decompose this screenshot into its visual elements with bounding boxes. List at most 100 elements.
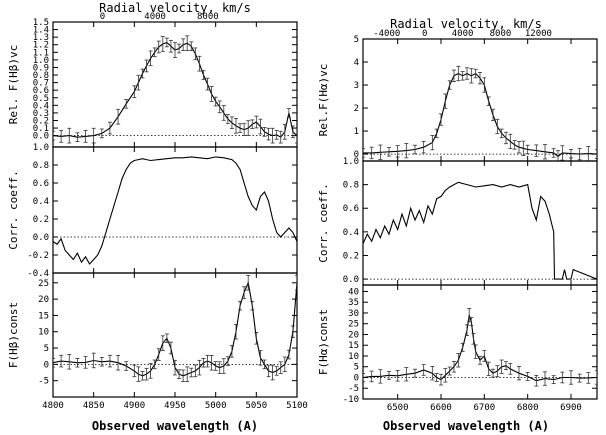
y-tick-label: 0.8 — [33, 161, 49, 171]
y-axis-label: Corr. coeff. — [7, 170, 20, 249]
top-tick-label: 8000 — [197, 12, 219, 22]
panel-ha-corr: 0.0 0.2 0.4 0.6 0.8 1.0 Corr. coeff. — [317, 157, 598, 286]
panel-frame — [362, 284, 598, 400]
right-top-axis-label: Radial velocity, km/s — [390, 17, 542, 31]
x-tick-label: 5000 — [205, 401, 227, 411]
y-axis-label: F(Hβ)const — [7, 302, 20, 368]
panel-frame — [362, 160, 598, 286]
left-top-axis-label: Radial velocity, km/s — [99, 1, 251, 15]
y-tick-label: 0 — [354, 150, 359, 160]
y-tick-label: 1.4 — [33, 26, 49, 36]
x-tick-label: 4800 — [42, 401, 64, 411]
y-axis-label: Corr. coeff. — [317, 183, 330, 262]
y-tick-label: 15 — [348, 341, 359, 351]
y-tick-label: 0.2 — [33, 116, 49, 126]
top-tick-label: 4000 — [144, 12, 166, 22]
panel-frame — [362, 38, 598, 162]
y-tick-label: -5 — [38, 377, 49, 387]
series-line — [363, 181, 597, 280]
y-tick-label: 0.3 — [33, 109, 49, 119]
y-tick-label: 3 — [354, 81, 359, 91]
y-tick-label: 0.8 — [343, 181, 359, 191]
y-tick-label: 0.6 — [33, 86, 49, 96]
y-tick-label: 0 — [44, 360, 49, 370]
y-tick-label: 5 — [44, 344, 49, 354]
x-tick-label: 5050 — [245, 401, 267, 411]
top-tick-label: 0 — [100, 12, 105, 22]
y-tick-label: 0.0 — [33, 233, 49, 243]
x-tick-label: 4950 — [164, 401, 186, 411]
y-tick-label: 0.0 — [343, 275, 359, 285]
panel-hb-corr: -0.4 -0.2 0.0 0.2 0.4 0.6 0.8 1.0 Corr. coeff. — [7, 143, 298, 279]
y-tick-label: 20 — [38, 295, 49, 305]
y-tick-label: 1.1 — [33, 48, 49, 58]
panel-frame — [52, 272, 298, 398]
series-line — [53, 156, 297, 265]
y-tick-label: 0.2 — [343, 251, 359, 261]
x-tick-label: 6900 — [560, 403, 582, 413]
y-tick-label: 5 — [354, 35, 359, 45]
top-tick-label: -4000 — [373, 29, 400, 39]
y-tick-label: 25 — [38, 279, 49, 289]
y-tick-label: -5 — [348, 384, 359, 394]
y-tick-label: 0.1 — [33, 124, 49, 134]
x-tick-label: 4850 — [83, 401, 105, 411]
x-tick-label: 4900 — [123, 401, 145, 411]
y-tick-label: 0.5 — [33, 94, 49, 104]
y-tick-label: 1.0 — [343, 157, 359, 167]
y-tick-label: 0.4 — [343, 228, 359, 238]
x-tick-label: 6800 — [517, 403, 539, 413]
right-x-axis-label: Observed wavelength (A) — [383, 419, 549, 433]
y-tick-label: 15 — [38, 311, 49, 321]
top-tick-label: 12000 — [525, 29, 552, 39]
y-tick-label: 0.0 — [33, 132, 49, 142]
y-tick-label: 0 — [354, 373, 359, 383]
y-tick-label: 1.5 — [33, 18, 49, 28]
y-tick-label: 4 — [354, 58, 359, 68]
top-tick-label: 0 — [422, 29, 427, 39]
y-tick-label: 2 — [354, 104, 359, 114]
x-tick-label: 6600 — [430, 403, 452, 413]
panel-frame — [52, 146, 298, 274]
series-line — [363, 72, 597, 158]
top-tick-label: 8000 — [490, 29, 512, 39]
y-tick-label: -0.2 — [27, 251, 49, 261]
y-tick-label: 0.4 — [33, 101, 49, 111]
left-x-axis-label: Observed wavelength (A) — [92, 419, 258, 433]
y-tick-label: 25 — [348, 320, 359, 330]
y-tick-label: -10 — [343, 395, 359, 405]
y-tick-label: 5 — [354, 363, 359, 373]
y-tick-label: 0.8 — [33, 71, 49, 81]
y-axis-label: Rel.F(Hα)vc — [317, 64, 330, 137]
y-tick-label: 1.2 — [33, 41, 49, 51]
y-tick-label: 0.6 — [33, 179, 49, 189]
series-line — [363, 314, 597, 382]
y-tick-label: 0.4 — [33, 197, 49, 207]
y-tick-label: -0.4 — [27, 269, 49, 279]
panel-hb-flux: 0.00.10.20.30.40.50.60.70.80.91.01.11.21… — [7, 12, 298, 148]
y-tick-label: 0.2 — [33, 215, 49, 225]
y-axis-label: F(Hα)const — [317, 309, 330, 375]
y-tick-label: 1.0 — [33, 56, 49, 66]
y-tick-label: 0.9 — [33, 63, 49, 73]
y-tick-label: 40 — [348, 287, 359, 297]
y-tick-label: 35 — [348, 298, 359, 308]
y-tick-label: 1 — [354, 127, 359, 137]
y-tick-label: 1.0 — [33, 143, 49, 153]
y-tick-label: 10 — [38, 328, 49, 338]
y-tick-label: 0.6 — [343, 204, 359, 214]
y-tick-label: 0.7 — [33, 79, 49, 89]
y-tick-label: 1.3 — [33, 33, 49, 43]
y-axis-label: Rel. F(Hβ)vc — [7, 45, 20, 124]
x-tick-label: 5100 — [286, 401, 308, 411]
top-tick-label: 4000 — [452, 29, 474, 39]
y-tick-label: 30 — [348, 309, 359, 319]
x-tick-label: 6500 — [387, 403, 409, 413]
x-tick-label: 6700 — [473, 403, 495, 413]
panel-hb-const: -5 0 5 10 15 20 25 4800 4850 4900 4950 5000 5050 5100… — [7, 272, 308, 411]
panel-ha-flux: 0 1 2 3 4 5 -4000 0 4000 8000 12000 Rel.F(Hα)vc — [317, 29, 598, 162]
y-tick-label: 10 — [348, 352, 359, 362]
y-tick-label: 20 — [348, 330, 359, 340]
